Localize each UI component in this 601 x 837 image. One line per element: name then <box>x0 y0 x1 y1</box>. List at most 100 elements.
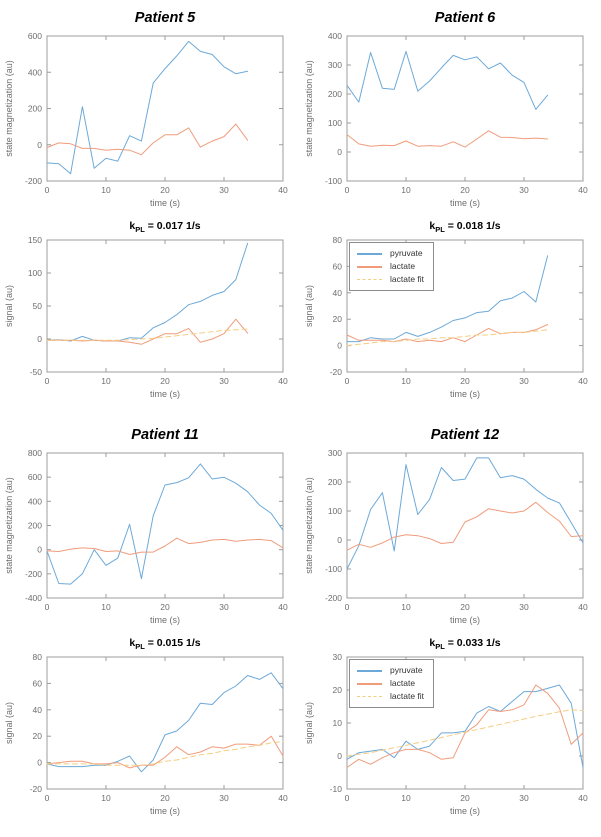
svg-text:20: 20 <box>160 376 170 386</box>
svg-text:-200: -200 <box>325 593 342 603</box>
legend-label: lactate <box>390 261 416 271</box>
svg-text:10: 10 <box>401 376 411 386</box>
lactate-fit-line-swatch <box>357 279 382 281</box>
kpl-symbol: k <box>129 637 136 649</box>
svg-text:40: 40 <box>33 705 43 715</box>
legend-entry-lactate: lactate <box>357 260 424 273</box>
kpl-subscript: PL <box>435 642 445 652</box>
svg-text:400: 400 <box>28 67 42 77</box>
kpl-value: = 0.018 1/s <box>444 220 501 232</box>
lactate-line-swatch <box>357 265 382 268</box>
svg-text:-200: -200 <box>25 569 42 579</box>
svg-text:state magnetization (au): state magnetization (au) <box>4 60 14 157</box>
subplot-patient-6-signal-fit: kPL = 0.018 1/s 0 10 20 30 40 -20 0 20 40 60 80 tim… <box>300 218 601 409</box>
subplot-patient-12-signal-fit: kPL = 0.033 1/s 0 10 20 30 40 -10 0 10 20 30 time … <box>300 635 601 826</box>
svg-text:0: 0 <box>345 602 350 612</box>
svg-text:time (s): time (s) <box>450 198 480 208</box>
svg-text:signal (au): signal (au) <box>304 702 314 744</box>
svg-text:40: 40 <box>578 376 588 386</box>
svg-text:40: 40 <box>278 793 288 803</box>
svg-text:200: 200 <box>28 521 42 531</box>
plot-area: 0 10 20 30 40 -20 0 20 40 60 80 time (s) signal (au)… <box>300 234 601 409</box>
svg-text:200: 200 <box>28 104 42 114</box>
svg-text:400: 400 <box>28 496 42 506</box>
legend-entry-lactate: lactate <box>357 677 424 690</box>
svg-text:0: 0 <box>37 545 42 555</box>
svg-text:0: 0 <box>337 751 342 761</box>
subplot-patient-12-magnetization: Patient 12 0 10 20 30 40 -200 -100 0 100 200 300 ti… <box>300 423 601 635</box>
subplot-patient-6-magnetization: Patient 6 0 10 20 30 40 -100 0 100 200 300 400 time… <box>300 6 601 218</box>
plot-area: 0 10 20 30 40 -20 0 20 40 60 80 time (s) signal (au) <box>0 651 300 826</box>
svg-text:800: 800 <box>28 448 42 458</box>
legend-entry-lactate-fit: lactate fit <box>357 690 424 703</box>
svg-text:10: 10 <box>401 793 411 803</box>
svg-text:50: 50 <box>33 301 43 311</box>
chart-legend: pyruvate lactate lactate fit <box>349 242 435 291</box>
legend-entry-lactate-fit: lactate fit <box>357 273 424 286</box>
legend-label: lactate fit <box>390 274 425 284</box>
kpl-value: = 0.015 1/s <box>144 637 201 649</box>
plot-area: 0 10 20 30 40 -10 0 10 20 30 time (s) signal (au) p… <box>300 651 601 826</box>
chart-canvas: 0 10 20 30 40 -200 -100 0 100 200 300 time (s) state… <box>304 448 588 625</box>
svg-text:200: 200 <box>328 477 342 487</box>
svg-text:time (s): time (s) <box>450 615 480 625</box>
kpl-symbol: k <box>129 220 136 232</box>
svg-text:-200: -200 <box>25 176 42 186</box>
chart-legend: pyruvate lactate lactate fit <box>349 659 435 708</box>
svg-text:80: 80 <box>333 235 343 245</box>
svg-text:time (s): time (s) <box>150 389 180 399</box>
svg-text:30: 30 <box>333 652 343 662</box>
svg-text:400: 400 <box>328 31 342 41</box>
plot-area: 0 10 20 30 40 -100 0 100 200 300 400 time (s) state … <box>300 30 601 218</box>
svg-text:0: 0 <box>45 793 50 803</box>
svg-text:40: 40 <box>578 602 588 612</box>
svg-text:-400: -400 <box>25 593 42 603</box>
plot-area: 0 10 20 30 40 -50 0 50 100 150 time (s) signal (au) <box>0 234 300 409</box>
svg-text:20: 20 <box>333 314 343 324</box>
svg-text:60: 60 <box>33 678 43 688</box>
svg-text:30: 30 <box>219 602 229 612</box>
svg-text:0: 0 <box>37 758 42 768</box>
svg-text:time (s): time (s) <box>450 806 480 816</box>
svg-text:300: 300 <box>328 60 342 70</box>
subplot-patient-5-signal-fit: kPL = 0.017 1/s 0 10 20 30 40 -50 0 50 100 150 tim… <box>0 218 300 409</box>
svg-text:60: 60 <box>333 261 343 271</box>
svg-text:20: 20 <box>160 602 170 612</box>
chart-title: Patient 11 <box>131 427 199 443</box>
legend-entry-pyruvate: pyruvate <box>357 664 424 677</box>
svg-text:30: 30 <box>219 376 229 386</box>
svg-text:30: 30 <box>519 602 529 612</box>
svg-text:20: 20 <box>460 185 470 195</box>
svg-text:0: 0 <box>45 376 50 386</box>
svg-text:100: 100 <box>328 506 342 516</box>
svg-text:0: 0 <box>37 140 42 150</box>
kpl-value: = 0.017 1/s <box>144 220 201 232</box>
svg-text:20: 20 <box>33 731 43 741</box>
svg-text:-10: -10 <box>330 784 343 794</box>
subplot-patient-5-magnetization: Patient 5 0 10 20 30 40 -200 0 200 400 600 time (s… <box>0 6 300 218</box>
svg-text:20: 20 <box>460 376 470 386</box>
svg-text:time (s): time (s) <box>150 615 180 625</box>
svg-text:40: 40 <box>278 376 288 386</box>
svg-text:0: 0 <box>345 376 350 386</box>
svg-text:time (s): time (s) <box>150 198 180 208</box>
svg-text:0: 0 <box>37 334 42 344</box>
chart-title: kPL = 0.018 1/s <box>330 218 600 234</box>
chart-canvas: 0 10 20 30 40 -400 -200 0 200 400 600 800 time (s) st… <box>4 448 288 625</box>
plot-area: 0 10 20 30 40 -200 -100 0 100 200 300 time (s) state… <box>300 447 601 635</box>
figure-patients-5-6: Patient 5 0 10 20 30 40 -200 0 200 400 600 time (s… <box>0 0 601 409</box>
chart-title: Patient 5 <box>134 10 196 26</box>
svg-text:0: 0 <box>337 341 342 351</box>
svg-text:600: 600 <box>28 472 42 482</box>
svg-text:10: 10 <box>101 602 111 612</box>
subplot-patient-11-magnetization: Patient 11 0 10 20 30 40 -400 -200 0 200 400 600 80… <box>0 423 300 635</box>
svg-text:20: 20 <box>160 185 170 195</box>
kpl-subscript: PL <box>435 225 445 235</box>
plot-area: 0 10 20 30 40 -200 0 200 400 600 time (s) state mag… <box>0 30 300 218</box>
svg-text:40: 40 <box>578 185 588 195</box>
